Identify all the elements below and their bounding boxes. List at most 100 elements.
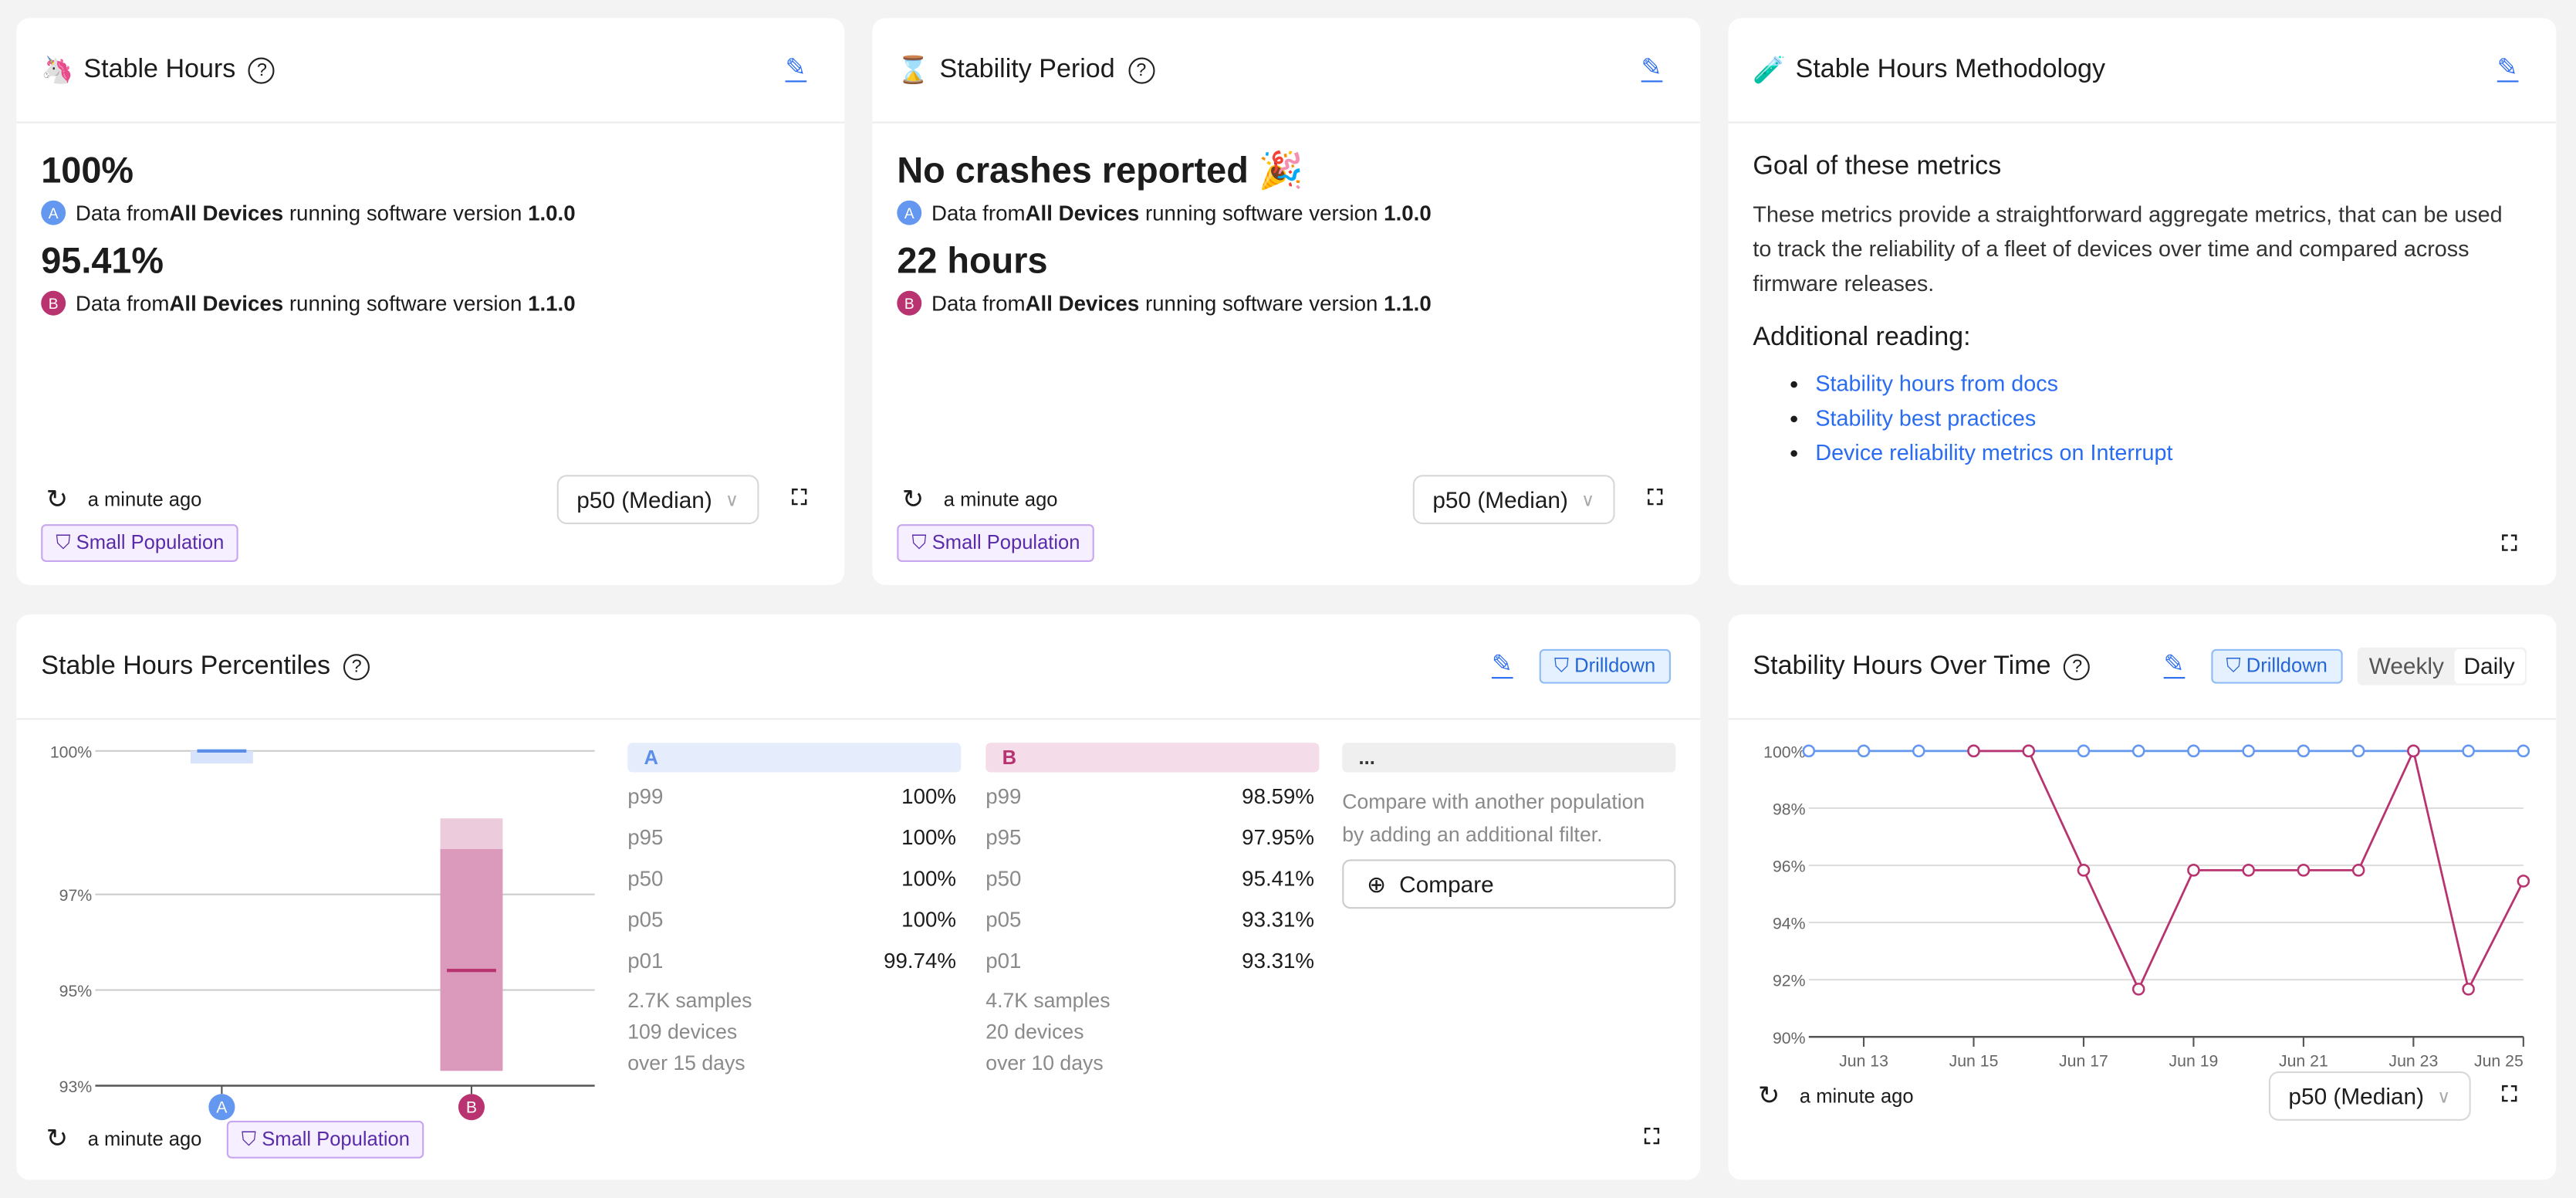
refresh-icon: ↻ xyxy=(46,486,69,515)
help-icon[interactable]: ? xyxy=(248,56,276,83)
edit-icon[interactable]: ✎ xyxy=(785,54,806,83)
refresh-button[interactable]: ↻ a minute ago xyxy=(902,483,1058,516)
median-marker xyxy=(447,969,496,973)
percentiles-chart: 100% 97% 95% 93% A B xyxy=(50,743,595,1121)
days-text: over 15 days xyxy=(627,1051,745,1075)
t: All Devices xyxy=(169,290,284,316)
refresh-button[interactable]: ↻ a minute ago xyxy=(46,1122,202,1156)
value-a: 100% xyxy=(41,149,134,191)
compare-button[interactable]: ⊕ Compare xyxy=(1342,859,1676,909)
percentile-value: 100% xyxy=(901,865,956,891)
bar-p99-p95 xyxy=(440,818,503,849)
devices-text: 109 devices xyxy=(627,1020,738,1044)
x-tick-label: Jun 19 xyxy=(2169,1052,2219,1071)
t: Data from xyxy=(931,290,1026,316)
drilldown-button[interactable]: ⛉ Drilldown xyxy=(1539,648,1671,684)
t: All Devices xyxy=(1025,290,1140,316)
category-label: A xyxy=(216,1098,228,1117)
percentile-row: p95 97.95% xyxy=(985,825,1314,850)
refresh-icon: ↻ xyxy=(1757,1082,1780,1112)
help-icon[interactable]: ? xyxy=(1127,56,1154,83)
percentile-select[interactable]: p50 (Median) ∨ xyxy=(2268,1071,2471,1121)
source-a: A Data from All Devices running software … xyxy=(41,200,576,225)
expand-icon[interactable]: ⛶ xyxy=(792,484,807,509)
days-text: over 10 days xyxy=(985,1051,1104,1075)
edit-icon[interactable]: ✎ xyxy=(1641,54,1662,83)
data-point-b xyxy=(2131,983,2145,996)
source-a: A Data from All Devices running software … xyxy=(897,200,1432,225)
percentile-row: p50 95.41% xyxy=(985,866,1314,891)
card-title: Stability Period xyxy=(939,55,1115,83)
percentile-row: p99 100% xyxy=(627,783,956,808)
percentile-label: p99 xyxy=(627,783,664,809)
y-tick-label: 96% xyxy=(1773,858,1806,876)
unicorn-icon: 🦄 xyxy=(41,56,74,85)
x-tick-label: Jun 21 xyxy=(2279,1052,2328,1071)
data-point-b xyxy=(2077,864,2091,877)
data-point-a xyxy=(2131,744,2145,758)
percentile-value: 97.95% xyxy=(1242,824,1315,850)
t: running software version xyxy=(289,290,522,316)
t: running software version xyxy=(1144,290,1378,316)
percentile-row: p01 93.31% xyxy=(985,948,1314,973)
edit-icon[interactable]: ✎ xyxy=(2163,651,2185,679)
drilldown-button[interactable]: ⛉ Drilldown xyxy=(2211,648,2343,684)
methodology-card: 🧪 Stable Hours Methodology ✎ Goal of thes… xyxy=(1728,18,2557,585)
data-point-a xyxy=(2242,744,2255,758)
badge-a: A xyxy=(41,200,66,225)
filter-label: Small Population xyxy=(76,530,225,554)
over-time-card: Stability Hours Over Time? ✎ ⛉ Drilldown… xyxy=(1728,614,2557,1180)
link-best-practices[interactable]: Stability best practices xyxy=(1815,405,2037,431)
filter-tag[interactable]: ⛉ Small Population xyxy=(897,524,1095,563)
edit-icon[interactable]: ✎ xyxy=(2497,54,2518,83)
data-point-a xyxy=(2517,744,2530,758)
link-interrupt[interactable]: Device reliability metrics on Interrupt xyxy=(1815,440,2173,465)
y-tick-label: 100% xyxy=(1763,743,1805,761)
percentile-select[interactable]: p50 (Median) ∨ xyxy=(1412,475,1615,525)
percentile-value: 93.31% xyxy=(1242,907,1315,932)
percentile-select[interactable]: p50 (Median) ∨ xyxy=(556,475,759,525)
column-header-b: B xyxy=(985,743,1320,773)
percentile-row: p95 100% xyxy=(627,825,956,850)
refresh-button[interactable]: ↻ a minute ago xyxy=(1758,1080,1914,1113)
data-point-b xyxy=(2242,864,2255,877)
bar-p95-p01 xyxy=(440,848,503,1071)
card-title: Stability Hours Over Time xyxy=(1753,651,2051,680)
data-point-b xyxy=(2517,875,2530,888)
help-icon[interactable]: ? xyxy=(2064,653,2091,680)
updated-text: a minute ago xyxy=(1799,1085,1914,1108)
data-point-b xyxy=(2297,864,2311,877)
test-tube-icon: 🧪 xyxy=(1753,56,1786,85)
y-tick-label: 97% xyxy=(59,886,93,905)
expand-icon[interactable]: ⛶ xyxy=(1644,1124,1660,1149)
refresh-button[interactable]: ↻ a minute ago xyxy=(46,483,202,516)
expand-icon[interactable]: ⛶ xyxy=(2502,1081,2517,1106)
stability-period-card: ⌛ Stability Period? ✎ No crashes reported… xyxy=(872,18,1701,585)
expand-icon[interactable]: ⛶ xyxy=(2502,530,2517,556)
updated-text: a minute ago xyxy=(943,488,1058,512)
percentile-row: p05 100% xyxy=(627,907,956,932)
t: Data from xyxy=(75,200,170,225)
bar-p95-p01 xyxy=(190,750,253,763)
value-a: No crashes reported 🎉 xyxy=(897,149,1304,191)
edit-icon[interactable]: ✎ xyxy=(1491,651,1513,679)
filter-label: Small Population xyxy=(262,1127,410,1151)
daily-option[interactable]: Daily xyxy=(2453,648,2525,684)
goal-heading: Goal of these metrics xyxy=(1753,152,2002,181)
data-point-a xyxy=(2077,744,2091,758)
y-tick-label: 98% xyxy=(1773,800,1806,818)
link-docs[interactable]: Stability hours from docs xyxy=(1815,371,2058,397)
granularity-toggle: Weekly Daily xyxy=(2357,647,2527,685)
percentile-label: p95 xyxy=(985,824,1022,850)
expand-icon[interactable]: ⛶ xyxy=(1648,484,1663,509)
percentile-value: 95.41% xyxy=(1242,865,1315,891)
filter-tag[interactable]: ⛉ Small Population xyxy=(226,1120,425,1159)
t: All Devices xyxy=(169,200,284,225)
t: running software version xyxy=(1144,200,1378,225)
filter-tag[interactable]: ⛉ Small Population xyxy=(41,524,239,563)
data-point-b xyxy=(1967,744,1980,758)
data-point-b xyxy=(2187,864,2200,877)
weekly-option[interactable]: Weekly xyxy=(2368,652,2444,679)
plus-circle-icon: ⊕ xyxy=(1367,870,1387,897)
help-icon[interactable]: ? xyxy=(343,653,370,680)
